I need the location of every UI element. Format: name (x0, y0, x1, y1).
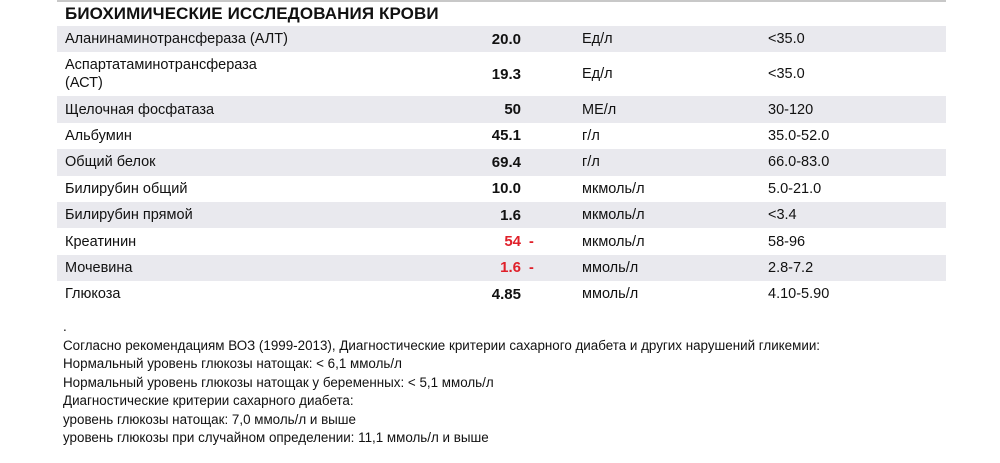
test-flag (529, 26, 543, 52)
table-row: Аспартатаминотрансфераза (АСТ) 19.3 Ед/л… (57, 52, 946, 96)
table-row: Глюкоза 4.85 ммоль/л 4.10-5.90 (57, 281, 946, 307)
note-line: Диагностические критерии сахарного диабе… (63, 393, 354, 408)
test-value: 4.85 (491, 285, 521, 303)
test-value: 20.0 (491, 30, 521, 48)
table-row: Креатинин 54 - мкмоль/л 58-96 (57, 228, 946, 254)
test-name: Аланинаминотрансфераза (АЛТ) (65, 31, 288, 48)
table-row: Билирубин общий 10.0 мкмоль/л 5.0-21.0 (57, 176, 946, 202)
test-value-abnormal: 54 (504, 233, 521, 251)
test-flag (529, 149, 543, 175)
test-value: 45.1 (491, 127, 521, 145)
table-row: Аланинаминотрансфераза (АЛТ) 20.0 Ед/л <… (57, 26, 946, 53)
note-line: . (63, 319, 67, 334)
test-flag (529, 176, 543, 202)
test-unit: Ед/л (582, 66, 613, 83)
note-line: уровень глюкозы при случайном определени… (63, 430, 489, 445)
table-row: Мочевина 1.6 - ммоль/л 2.8-7.2 (57, 254, 946, 282)
diagnostic-notes: . Согласно рекомендациям ВОЗ (1999-2013)… (63, 318, 820, 448)
note-line: Согласно рекомендациям ВОЗ (1999-2013), … (63, 337, 821, 353)
test-name: Альбумин (65, 127, 132, 144)
test-name: Общий белок (65, 154, 156, 171)
test-unit: ммоль/л (582, 259, 639, 276)
table-row: Билирубин прямой 1.6 мкмоль/л <3.4 (57, 201, 946, 229)
test-flag (529, 281, 543, 307)
test-unit: г/л (582, 127, 600, 144)
test-flag (529, 52, 543, 96)
results-table: Аланинаминотрансфераза (АЛТ) 20.0 Ед/л <… (57, 26, 946, 308)
test-unit: ммоль/л (582, 286, 639, 303)
note-line: уровень глюкозы натощак: 7,0 ммоль/л и в… (63, 411, 356, 427)
table-row: Альбумин 45.1 г/л 35.0-52.0 (57, 123, 946, 149)
test-name: Щелочная фосфатаза (65, 101, 215, 118)
test-unit: мкмоль/л (582, 207, 645, 224)
test-name: Мочевина (65, 259, 133, 276)
test-reference: 30-120 (768, 101, 814, 118)
test-unit: МЕ/л (582, 101, 617, 118)
test-name: Глюкоза (65, 286, 121, 303)
test-value: 69.4 (491, 153, 521, 171)
note-line: Нормальный уровень глюкозы натощак у бер… (63, 374, 494, 390)
table-row: Общий белок 69.4 г/л 66.0-83.0 (57, 149, 946, 176)
test-unit: Ед/л (582, 31, 613, 48)
test-name: Билирубин прямой (65, 207, 193, 224)
test-value-abnormal: 1.6 (500, 259, 521, 277)
test-reference: <3.4 (768, 207, 797, 224)
test-reference: 58-96 (768, 233, 806, 250)
test-unit: мкмоль/л (582, 180, 645, 197)
test-name: Креатинин (65, 233, 137, 250)
test-reference: 35.0-52.0 (768, 127, 830, 144)
test-value: 19.3 (491, 65, 521, 83)
test-reference: <35.0 (768, 66, 805, 83)
test-reference: 66.0-83.0 (768, 154, 830, 171)
abnormal-low-flag: - (529, 259, 534, 276)
test-name: Аспартатаминотрансфераза (АСТ) (65, 57, 257, 92)
test-reference: <35.0 (768, 31, 805, 48)
table-row: Щелочная фосфатаза 50 МЕ/л 30-120 (57, 96, 946, 123)
test-flag (529, 96, 543, 122)
test-reference: 4.10-5.90 (768, 286, 830, 303)
test-value: 1.6 (500, 206, 521, 224)
test-flag (529, 123, 543, 149)
test-value: 50 (504, 101, 521, 119)
top-divider (57, 0, 946, 2)
test-value: 10.0 (491, 180, 521, 198)
section-title: БИОХИМИЧЕСКИЕ ИССЛЕДОВАНИЯ КРОВИ (65, 4, 439, 23)
note-line: Нормальный уровень глюкозы натощак: < 6,… (63, 356, 402, 371)
test-name: Билирубин общий (65, 180, 188, 197)
test-unit: мкмоль/л (582, 233, 645, 250)
test-reference: 2.8-7.2 (768, 259, 814, 276)
test-unit: г/л (582, 154, 600, 171)
abnormal-low-flag: - (529, 233, 534, 250)
test-reference: 5.0-21.0 (768, 180, 822, 197)
test-flag (529, 202, 543, 228)
